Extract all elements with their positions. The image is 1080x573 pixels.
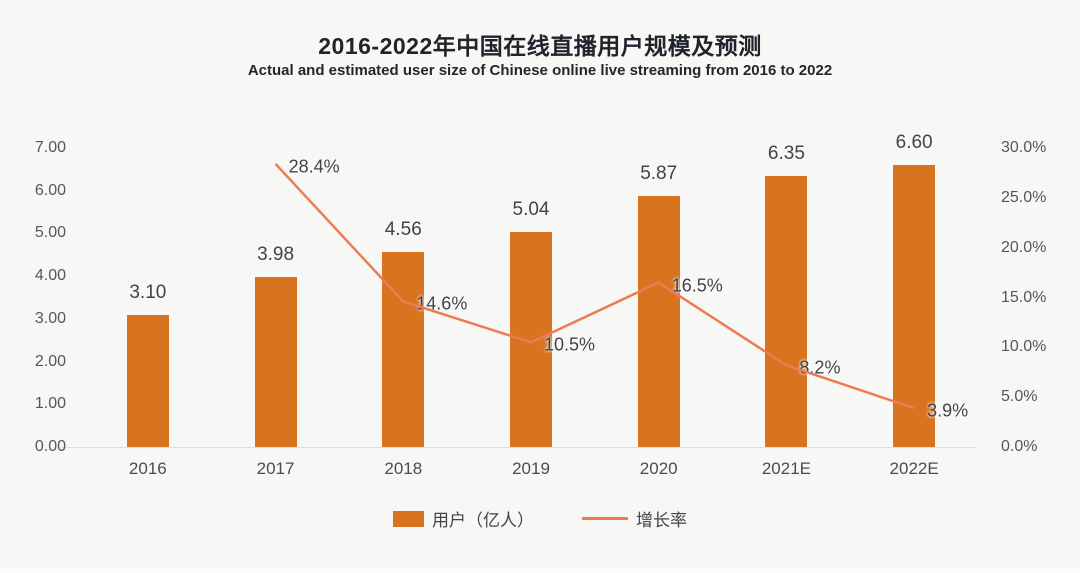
legend-bar-swatch bbox=[393, 510, 424, 527]
y-axis-left-tick: 3.00 bbox=[34, 309, 66, 327]
bar-2021E bbox=[765, 175, 808, 447]
y-axis-left-tick: 7.00 bbox=[34, 139, 66, 156]
line-value-label-2022E: 3.9% bbox=[927, 400, 969, 421]
legend-line-label: 增长率 bbox=[636, 511, 687, 530]
x-tick-label-2022E: 2022E bbox=[889, 459, 939, 478]
y-axis-right-tick: 15.0% bbox=[1001, 288, 1047, 306]
legend-line-swatch bbox=[582, 517, 628, 520]
y-axis-right-tick: 25.0% bbox=[1001, 188, 1047, 206]
bar-value-label-2018: 4.56 bbox=[384, 219, 422, 241]
y-axis-right-tick: 0.0% bbox=[1001, 438, 1038, 455]
chart-title: 2016-2022年中国在线直播用户规模及预测 bbox=[318, 33, 762, 59]
x-tick-label-2021E: 2021E bbox=[761, 459, 811, 478]
bar-2020 bbox=[637, 196, 680, 447]
x-tick-label-2016: 2016 bbox=[128, 459, 167, 478]
bar-value-label-2022E: 6.60 bbox=[895, 132, 933, 154]
bar-value-label-2021E: 6.35 bbox=[767, 142, 805, 164]
bar-value-label-2019: 5.04 bbox=[512, 198, 550, 220]
y-axis-right-tick: 30.0% bbox=[1001, 139, 1047, 156]
x-axis-line bbox=[62, 447, 976, 448]
y-axis-left-tick: 6.00 bbox=[34, 181, 66, 199]
line-value-label-2018: 14.6% bbox=[416, 293, 468, 314]
bar-2016 bbox=[126, 314, 169, 447]
x-tick-label-2018: 2018 bbox=[384, 459, 423, 478]
y-axis-left-tick: 0.00 bbox=[34, 438, 66, 455]
bar-2018 bbox=[382, 252, 425, 447]
bar-value-label-2016: 3.10 bbox=[129, 281, 167, 303]
line-value-label-2017: 28.4% bbox=[288, 156, 340, 177]
y-axis-left-tick: 4.00 bbox=[34, 267, 66, 285]
legend-bar-label: 用户（亿人） bbox=[432, 511, 534, 530]
line-value-label-2020: 16.5% bbox=[671, 275, 723, 296]
chart-subtitle: Actual and estimated user size of Chines… bbox=[247, 62, 833, 79]
y-axis-right-tick: 20.0% bbox=[1001, 238, 1047, 256]
line-value-label-2021E: 8.2% bbox=[799, 357, 841, 378]
y-axis-right-tick: 5.0% bbox=[1001, 388, 1038, 406]
legend: 用户（亿人） 增长率 bbox=[0, 506, 1080, 531]
bar-value-label-2020: 5.87 bbox=[640, 163, 678, 185]
y-axis-left-tick: 2.00 bbox=[34, 352, 66, 370]
line-value-label-2019: 10.5% bbox=[544, 334, 596, 355]
x-tick-label-2020: 2020 bbox=[639, 459, 678, 478]
y-axis-left-tick: 5.00 bbox=[34, 224, 66, 242]
bar-2017 bbox=[254, 276, 297, 447]
bar-value-label-2017: 3.98 bbox=[257, 243, 295, 265]
x-tick-label-2017: 2017 bbox=[256, 459, 295, 478]
bottom-strip bbox=[0, 567, 1080, 573]
x-tick-label-2019: 2019 bbox=[512, 459, 550, 478]
y-axis-right-tick: 10.0% bbox=[1001, 338, 1047, 356]
y-axis-left-tick: 1.00 bbox=[34, 395, 66, 413]
